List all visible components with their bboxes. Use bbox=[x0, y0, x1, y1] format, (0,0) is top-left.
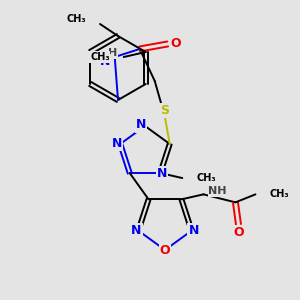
Text: CH₃: CH₃ bbox=[269, 189, 289, 199]
Text: O: O bbox=[233, 226, 244, 239]
Text: N: N bbox=[112, 137, 122, 151]
Text: CH₃: CH₃ bbox=[196, 173, 216, 183]
Text: S: S bbox=[160, 104, 169, 118]
Text: NH: NH bbox=[208, 186, 227, 196]
Text: N: N bbox=[188, 224, 199, 237]
Text: N: N bbox=[136, 118, 146, 131]
Text: N: N bbox=[100, 56, 110, 68]
Text: H: H bbox=[108, 48, 117, 58]
Text: CH₃: CH₃ bbox=[90, 52, 110, 62]
Text: O: O bbox=[160, 244, 170, 256]
Text: N: N bbox=[157, 167, 167, 179]
Text: O: O bbox=[170, 38, 181, 50]
Text: CH₃: CH₃ bbox=[66, 14, 86, 24]
Text: N: N bbox=[131, 224, 142, 237]
